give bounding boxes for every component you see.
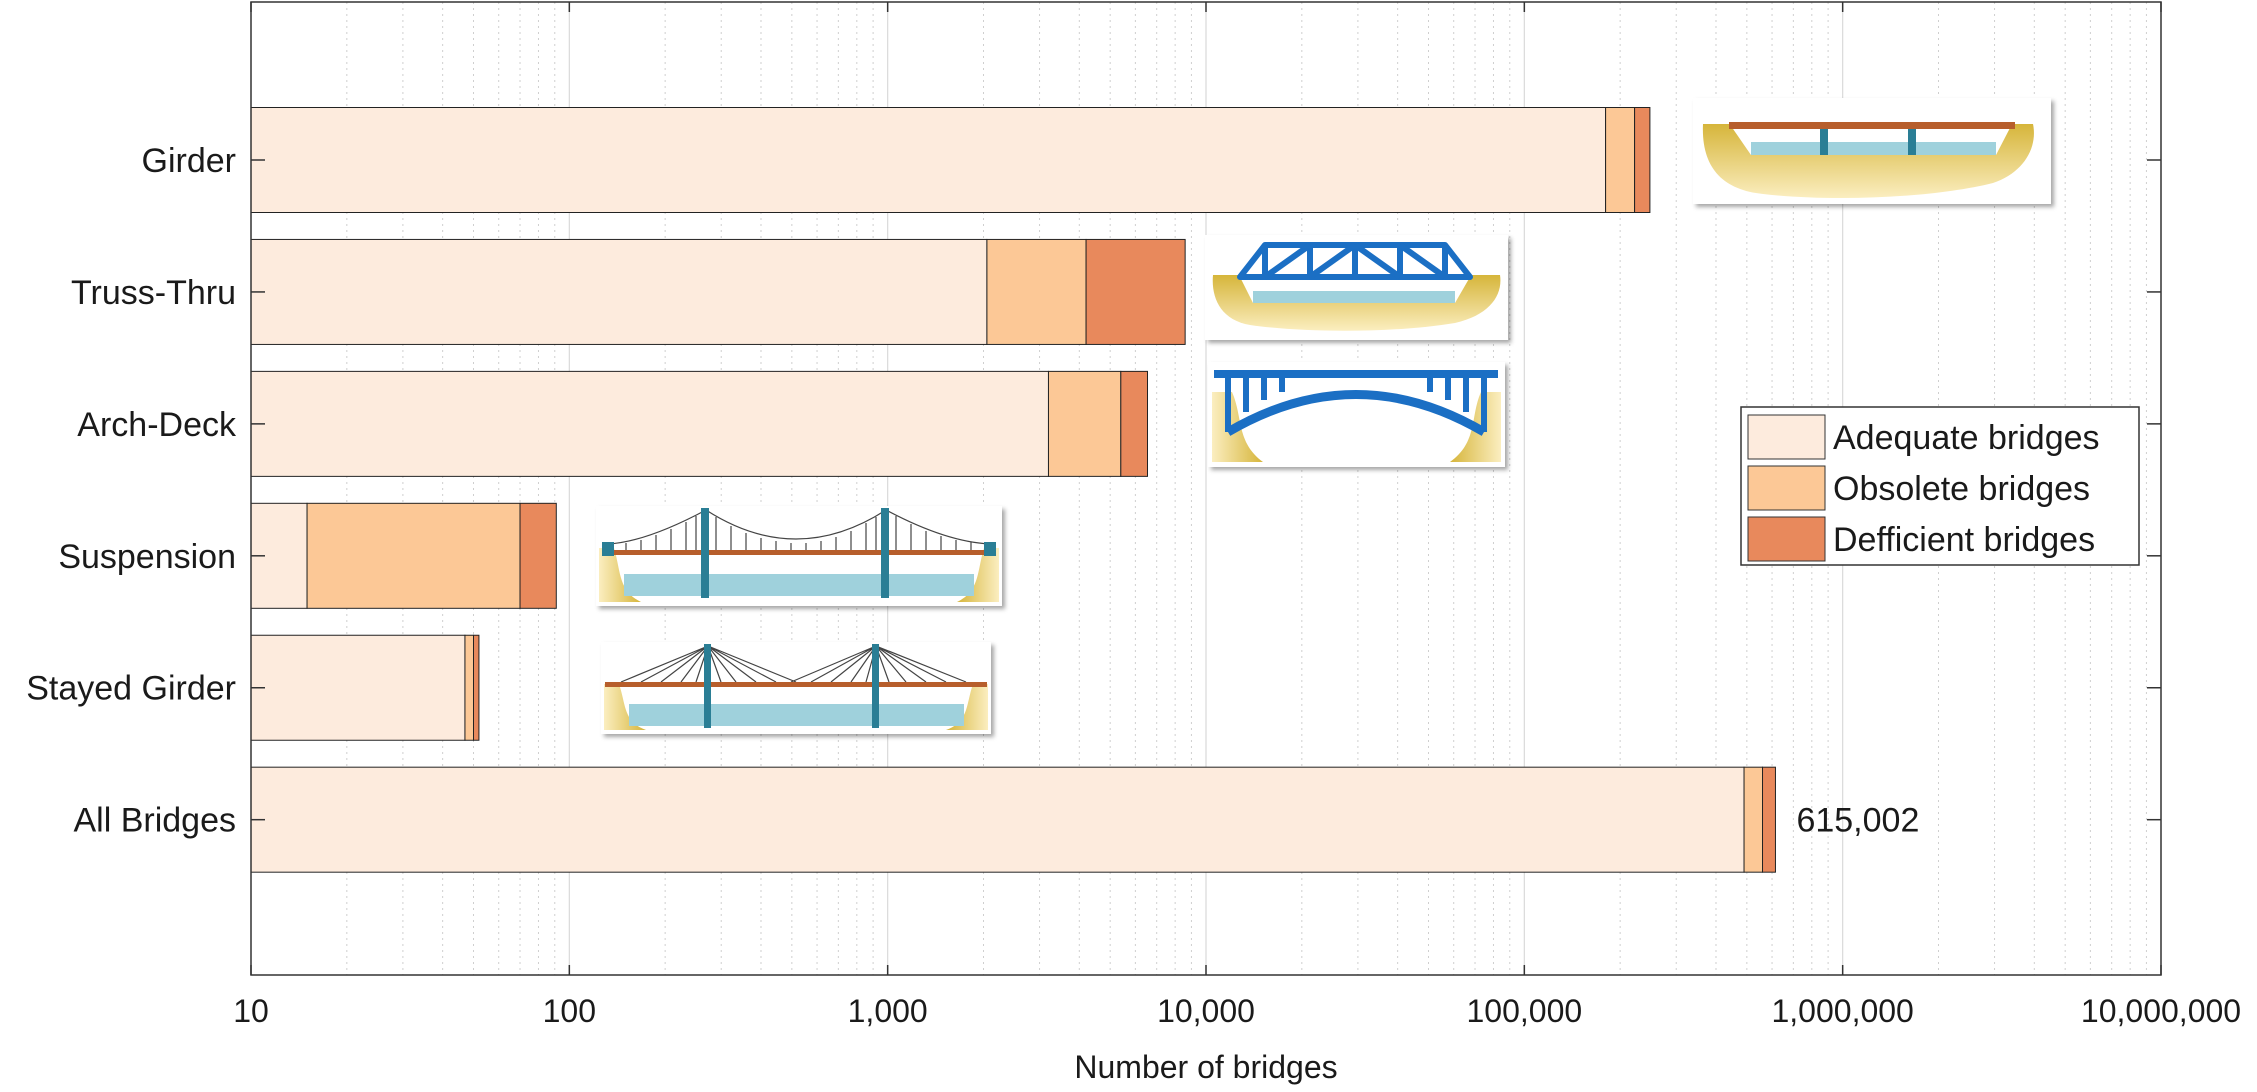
- x-tick-label: 1,000,000: [1771, 993, 1913, 1029]
- bar-segment-adequate: [250, 370, 1049, 477]
- truss-bridge-icon: [1205, 235, 1508, 340]
- bar-segment-obsolete: [1743, 766, 1764, 873]
- legend-swatch-obsolete: [1747, 465, 1826, 511]
- y-category-label: All Bridges: [73, 802, 236, 840]
- bar-segment-defficient: [1085, 238, 1186, 345]
- bar-segment-obsolete: [986, 238, 1087, 345]
- bar-segment-defficient: [1762, 766, 1776, 873]
- legend-label-defficient: Defficient bridges: [1833, 521, 2095, 559]
- bar-segment-obsolete: [1047, 370, 1122, 477]
- girder-bridge-icon: [1693, 98, 2051, 204]
- x-tick-label: 10: [233, 993, 269, 1029]
- total-annotation: 615,002: [1796, 802, 1919, 840]
- bar-segment-obsolete: [306, 502, 521, 609]
- legend-swatch-defficient: [1747, 516, 1826, 562]
- bar-segment-adequate: [250, 238, 988, 345]
- legend-swatch-adequate: [1747, 414, 1826, 460]
- y-category-label: Truss-Thru: [71, 274, 236, 312]
- bar-segment-adequate: [250, 766, 1745, 873]
- y-category-label: Arch-Deck: [77, 406, 237, 444]
- x-tick-label: 1,000: [848, 993, 928, 1029]
- bar-segment-defficient: [1634, 107, 1651, 213]
- bar-segment-obsolete: [464, 634, 475, 741]
- arch-bridge-icon: [1208, 362, 1505, 467]
- bar-segment-defficient: [473, 634, 480, 741]
- x-tick-label: 10,000,000: [2081, 993, 2241, 1029]
- x-tick-label: 100,000: [1466, 993, 1582, 1029]
- legend: Adequate bridges Obsolete bridges Deffic…: [1740, 406, 2140, 566]
- axis-ticks: [250, 2, 2162, 975]
- x-tick-label: 100: [543, 993, 596, 1029]
- x-axis-title: Number of bridges: [1074, 1049, 1337, 1085]
- bar-segment-adequate: [250, 634, 466, 741]
- bar-segment-obsolete: [1605, 107, 1636, 213]
- bar-segment-defficient: [519, 502, 557, 609]
- cable-stayed-bridge-icon: [601, 642, 991, 734]
- y-category-label: Stayed Girder: [26, 670, 236, 708]
- bar-segment-defficient: [1120, 370, 1149, 477]
- axis-labels: 10 100 1,000 10,000 100,000 1,000,000 10,000,0…: [26, 142, 2241, 1029]
- y-category-label: Girder: [142, 142, 236, 180]
- y-category-label: Suspension: [58, 538, 236, 576]
- suspension-bridge-icon: [596, 506, 1002, 606]
- legend-label-adequate: Adequate bridges: [1833, 419, 2100, 457]
- bars: [250, 107, 1776, 873]
- legend-label-obsolete: Obsolete bridges: [1833, 470, 2090, 508]
- x-tick-label: 10,000: [1157, 993, 1255, 1029]
- bar-segment-adequate: [250, 107, 1607, 213]
